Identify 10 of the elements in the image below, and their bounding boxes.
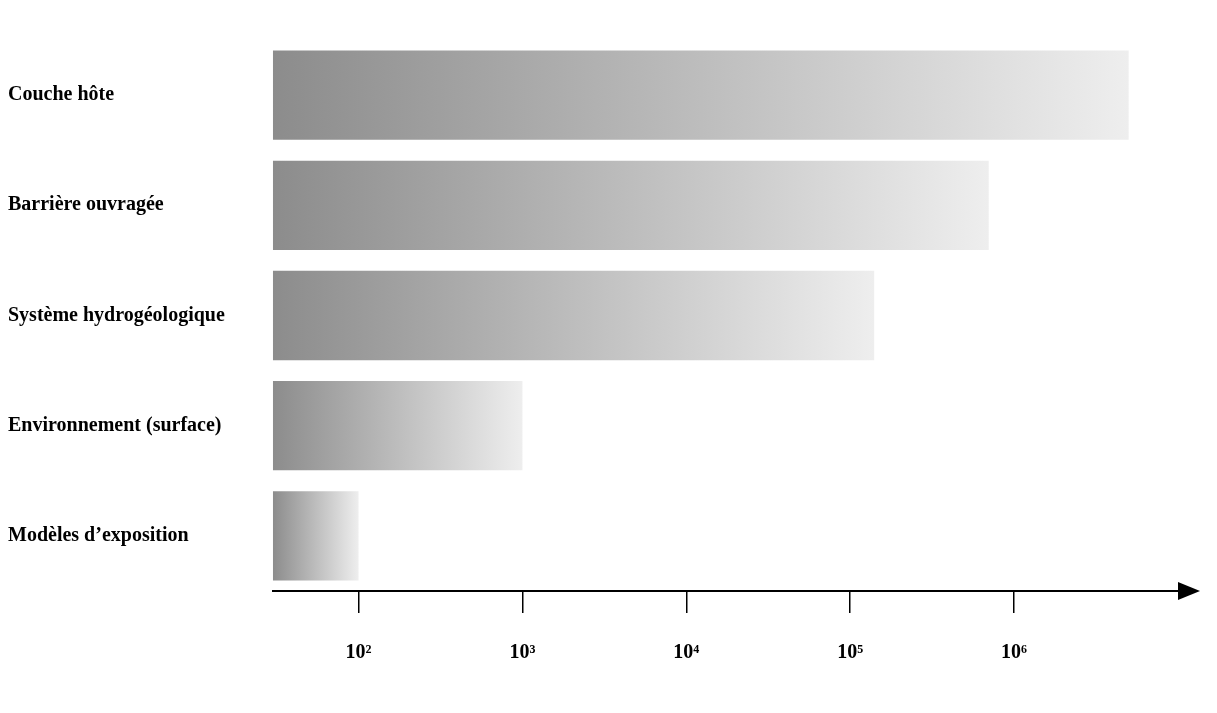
- y-tick-label: Couche hôte: [8, 82, 115, 105]
- y-tick-label: Système hydrogéologique: [8, 302, 225, 326]
- x-tick-label: 10⁶: [1001, 640, 1028, 663]
- x-tick-label: 10²: [345, 640, 372, 663]
- y-tick-label: Environnement (surface): [8, 412, 222, 436]
- x-tick-label: 10³: [509, 640, 536, 663]
- x-tick-label: 10⁴: [673, 640, 700, 663]
- x-tick-label: 10⁵: [837, 640, 864, 663]
- y-tick-label: Modèles d’exposition: [8, 523, 189, 547]
- y-tick-label: Barrière ouvragée: [8, 192, 164, 216]
